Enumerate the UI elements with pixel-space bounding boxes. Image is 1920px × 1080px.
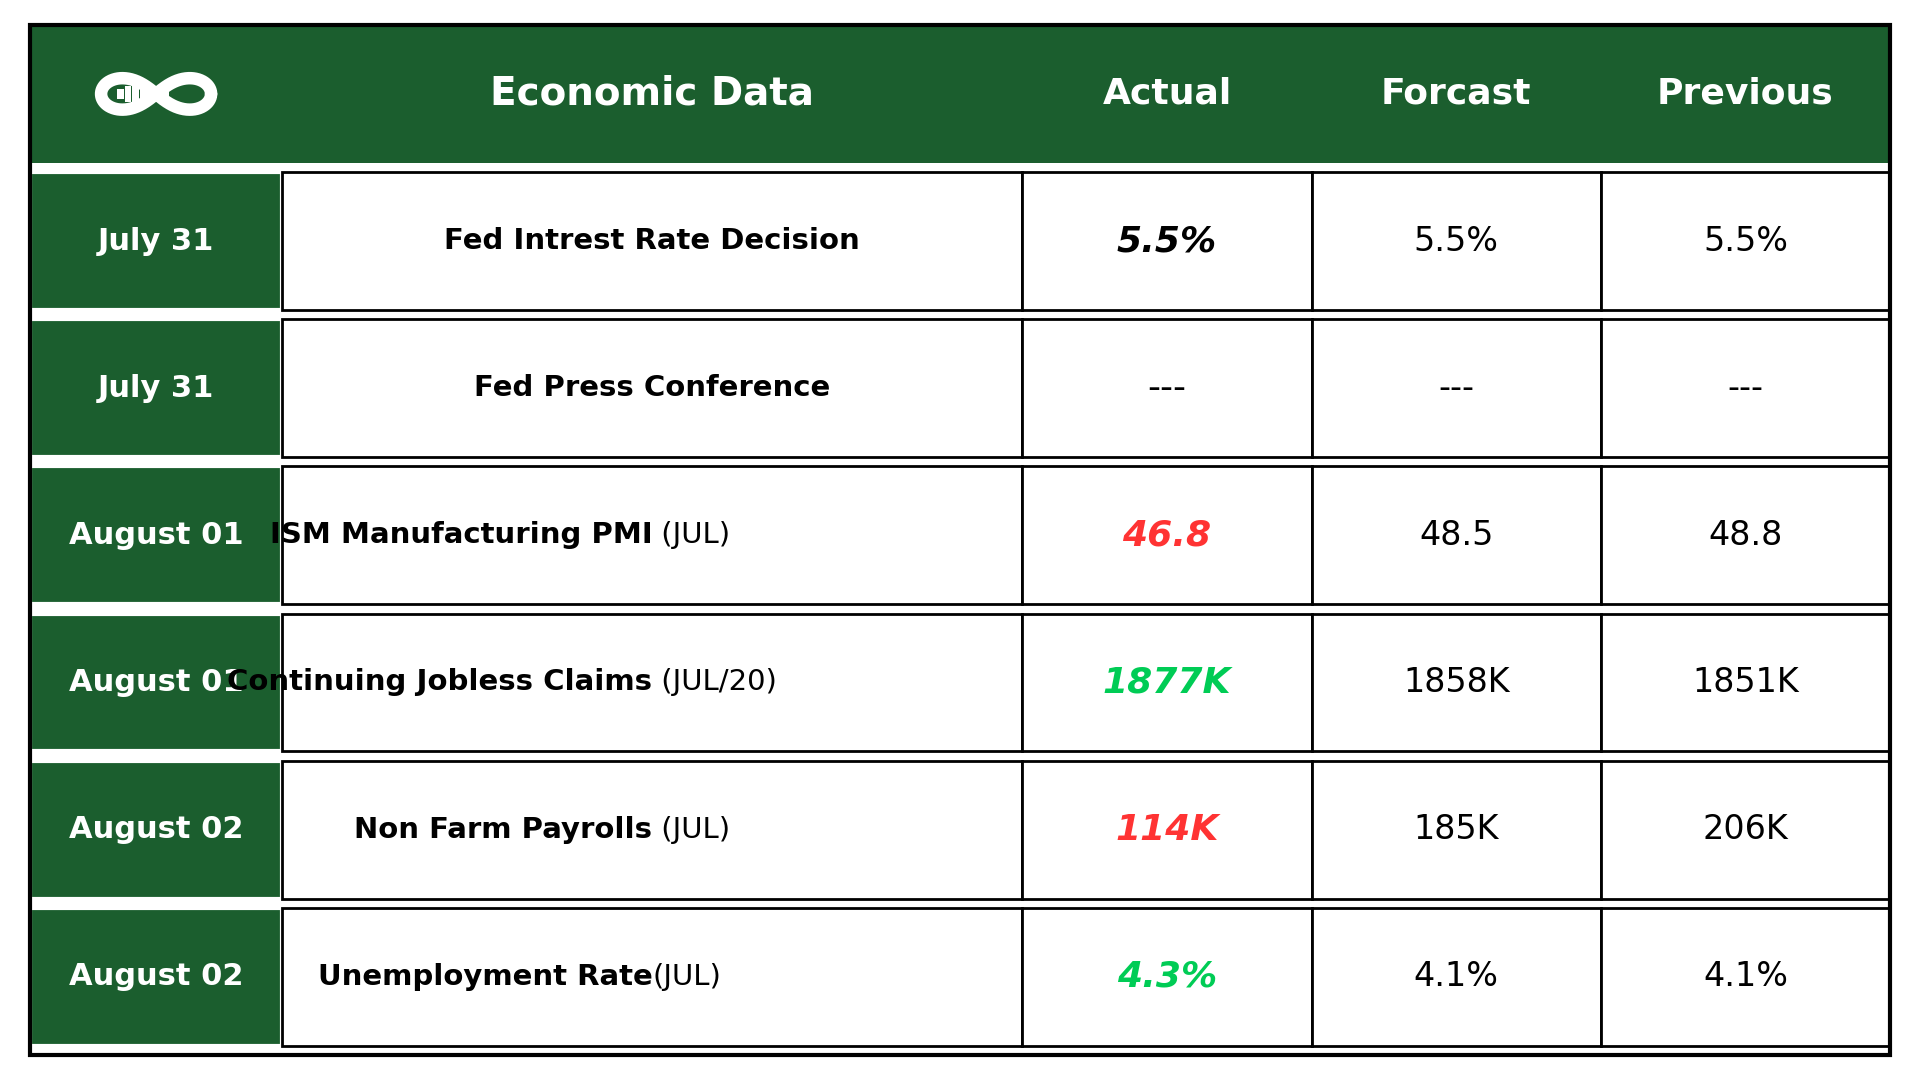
Bar [282, 320, 1023, 457]
Bar [282, 908, 1023, 1045]
Text: (JUL/20): (JUL/20) [653, 669, 778, 697]
Text: 114K: 114K [1116, 812, 1219, 847]
Text: August 02: August 02 [69, 962, 244, 991]
Text: ---: --- [1438, 372, 1475, 405]
Bar [282, 172, 1023, 310]
Text: 1877K: 1877K [1102, 665, 1231, 700]
Text: (JUL): (JUL) [653, 815, 730, 843]
Text: 5.5%: 5.5% [1413, 225, 1500, 257]
Bar [282, 25, 1023, 163]
Text: Actual: Actual [1102, 77, 1231, 111]
Bar [1601, 320, 1889, 457]
Bar [140, 85, 146, 103]
Bar [154, 90, 161, 98]
Text: ---: --- [1148, 372, 1187, 405]
Text: Forcast: Forcast [1380, 77, 1532, 111]
Bar [117, 89, 125, 99]
Text: 5.5%: 5.5% [1117, 224, 1217, 258]
Bar [1601, 613, 1889, 752]
Bar [31, 908, 282, 1045]
Text: Previous: Previous [1657, 77, 1834, 111]
Bar [1601, 908, 1889, 1045]
Bar [31, 320, 282, 457]
Text: 4.1%: 4.1% [1413, 960, 1500, 994]
Bar [125, 86, 131, 102]
Text: 1858K: 1858K [1404, 666, 1509, 699]
Text: Continuing Jobless Claims: Continuing Jobless Claims [227, 669, 653, 697]
Bar [1311, 320, 1601, 457]
Text: 185K: 185K [1413, 813, 1500, 846]
Text: Fed Press Conference: Fed Press Conference [474, 374, 831, 402]
Bar [31, 172, 282, 310]
Bar [1601, 25, 1889, 163]
Text: 5.5%: 5.5% [1703, 225, 1788, 257]
Bar [148, 87, 154, 100]
Bar [1023, 25, 1311, 163]
Text: 48.8: 48.8 [1709, 518, 1782, 552]
Text: 206K: 206K [1703, 813, 1788, 846]
Text: (JUL): (JUL) [653, 522, 730, 550]
Text: ISM Manufacturing PMI: ISM Manufacturing PMI [269, 522, 653, 550]
Bar [1311, 467, 1601, 604]
Bar [132, 83, 138, 105]
Bar [1311, 613, 1601, 752]
Text: August 02: August 02 [69, 815, 244, 845]
Bar [1023, 320, 1311, 457]
Bar [1311, 908, 1601, 1045]
Bar [282, 467, 1023, 604]
Text: July 31: July 31 [98, 227, 215, 256]
Text: (JUL): (JUL) [653, 962, 722, 990]
Text: 1851K: 1851K [1692, 666, 1799, 699]
Bar [1601, 172, 1889, 310]
Text: Fed Intrest Rate Decision: Fed Intrest Rate Decision [444, 227, 860, 255]
Text: 4.3%: 4.3% [1117, 960, 1217, 994]
Text: 46.8: 46.8 [1123, 518, 1212, 552]
Bar [282, 760, 1023, 899]
Text: July 31: July 31 [98, 374, 215, 403]
Text: 4.1%: 4.1% [1703, 960, 1788, 994]
Bar [31, 760, 282, 899]
Bar [31, 467, 282, 604]
Bar [1311, 172, 1601, 310]
Bar [161, 86, 169, 102]
Bar [1311, 25, 1601, 163]
Bar [1023, 613, 1311, 752]
Bar [1023, 467, 1311, 604]
Bar [31, 25, 282, 163]
Text: ---: --- [1728, 372, 1763, 405]
Bar [282, 613, 1023, 752]
Bar [1601, 760, 1889, 899]
Text: August 01: August 01 [69, 521, 244, 550]
Bar [1601, 467, 1889, 604]
Text: Economic Data: Economic Data [490, 75, 814, 113]
Text: Non Farm Payrolls: Non Farm Payrolls [355, 815, 653, 843]
Bar [1311, 760, 1601, 899]
Text: 48.5: 48.5 [1419, 518, 1494, 552]
Text: Unemployment Rate: Unemployment Rate [317, 962, 653, 990]
Bar [1023, 760, 1311, 899]
Text: August 01: August 01 [69, 669, 244, 697]
Bar [1023, 172, 1311, 310]
Bar [1023, 908, 1311, 1045]
Bar [31, 613, 282, 752]
